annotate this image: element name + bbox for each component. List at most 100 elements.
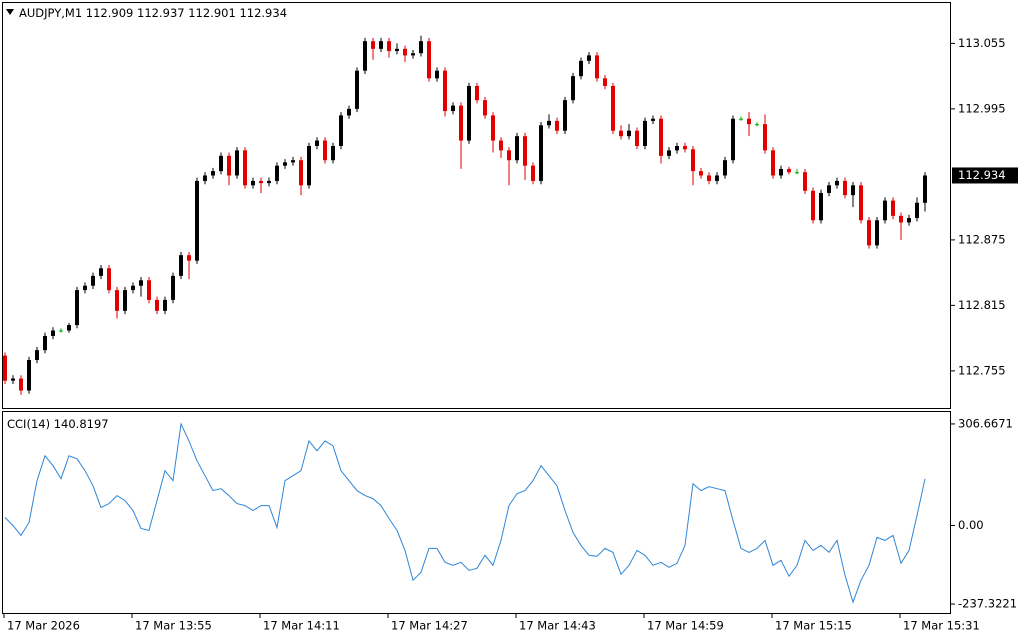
current-price-box [952, 167, 1018, 184]
candle-body [35, 350, 39, 360]
candle-body [483, 100, 487, 116]
candle-body [523, 136, 527, 166]
y-tick-label: -237.3221 [958, 597, 1017, 611]
candle-body [259, 180, 263, 184]
price-panel [2, 2, 951, 409]
candle-body [611, 85, 615, 131]
candle-body [307, 146, 311, 186]
candle-body [827, 185, 831, 193]
x-tick-label: 17 Mar 2026 [7, 619, 80, 633]
candle-body [763, 124, 767, 151]
candle-body [875, 220, 879, 246]
candle-body [803, 172, 807, 191]
candle-body [131, 285, 135, 291]
open: 112.909 [86, 6, 134, 20]
candle-body [659, 118, 663, 156]
candle-body [443, 70, 447, 112]
x-tick-label: 17 Mar 14:59 [647, 619, 724, 633]
x-tick-label: 17 Mar 14:43 [519, 619, 596, 633]
candle-body [195, 180, 199, 261]
candle-body [459, 105, 463, 141]
candle-body [787, 168, 791, 173]
candle-body [851, 185, 855, 196]
candle-body [643, 120, 647, 147]
candle-body [899, 215, 903, 223]
y-tick-label: 112.755 [958, 363, 1006, 377]
candle-body [475, 85, 479, 101]
candle-body [355, 70, 359, 109]
candle-body [699, 171, 703, 176]
candle-body [635, 130, 639, 147]
cci-line [4, 422, 926, 604]
candle-body [907, 218, 911, 223]
high: 112.937 [137, 6, 185, 20]
candle-body [395, 48, 399, 52]
price-header: AUDJPY,M1 112.909 112.937 112.901 112.93… [19, 6, 287, 20]
candle-body [219, 155, 223, 172]
candle-body [3, 355, 7, 381]
candle-body [683, 146, 687, 150]
candle-body [755, 124, 759, 126]
candle-body [371, 41, 375, 49]
candle-body [595, 55, 599, 79]
candle-body [499, 140, 503, 151]
y-tick-label: 0.00 [958, 518, 984, 532]
candle-body [251, 180, 255, 186]
candle-body [843, 180, 847, 196]
candle-body [867, 220, 871, 246]
cci-title: CCI(14) [7, 417, 50, 431]
candle-body [139, 280, 143, 286]
candle-body [107, 268, 111, 291]
candle-body [243, 150, 247, 186]
candle-body [299, 160, 303, 186]
candle-body [419, 41, 423, 54]
x-tick-label: 17 Mar 14:27 [391, 619, 468, 633]
candle-body [283, 162, 287, 166]
candle-body [123, 290, 127, 311]
candle-body [59, 330, 63, 332]
candle-body [83, 285, 87, 291]
candle-body [859, 185, 863, 221]
candle-body [411, 53, 415, 56]
candle-body [323, 140, 327, 161]
candle-body [435, 70, 439, 79]
candle-body [667, 150, 671, 156]
candle-body [115, 290, 119, 311]
candle-body [51, 330, 55, 336]
candle-body [227, 155, 231, 176]
symbol-menu-arrow[interactable] [6, 9, 14, 15]
candle-body [811, 190, 815, 221]
current-price-label: 112.934 [958, 168, 1006, 182]
candle-body [883, 200, 887, 221]
candle-body [739, 118, 743, 120]
candle-body [747, 118, 751, 125]
candle-body [91, 275, 95, 286]
candle-body [211, 171, 215, 176]
candle-body [363, 41, 367, 71]
cci-panel [2, 411, 951, 614]
candle-body [915, 202, 919, 219]
y-tick-label: 113.055 [958, 36, 1006, 50]
candle-body [67, 325, 71, 331]
candle-body [99, 268, 103, 276]
candle-body [235, 150, 239, 176]
candle-body [795, 172, 799, 174]
candle-body [571, 76, 575, 101]
candle-body [331, 146, 335, 161]
candle-body [779, 168, 783, 176]
candle-body [275, 165, 279, 181]
candle-body [619, 130, 623, 137]
candle-body [171, 275, 175, 300]
candle-body [627, 130, 631, 137]
candle-body [547, 120, 551, 126]
candle-body [819, 192, 823, 221]
candle-body [691, 149, 695, 172]
y-tick-label: 112.875 [958, 232, 1006, 246]
candle-body [515, 136, 519, 161]
candle-body [771, 150, 775, 176]
candle-body [563, 100, 567, 131]
candle-body [891, 200, 895, 216]
candle-body [467, 85, 471, 141]
candle-body [147, 280, 151, 300]
